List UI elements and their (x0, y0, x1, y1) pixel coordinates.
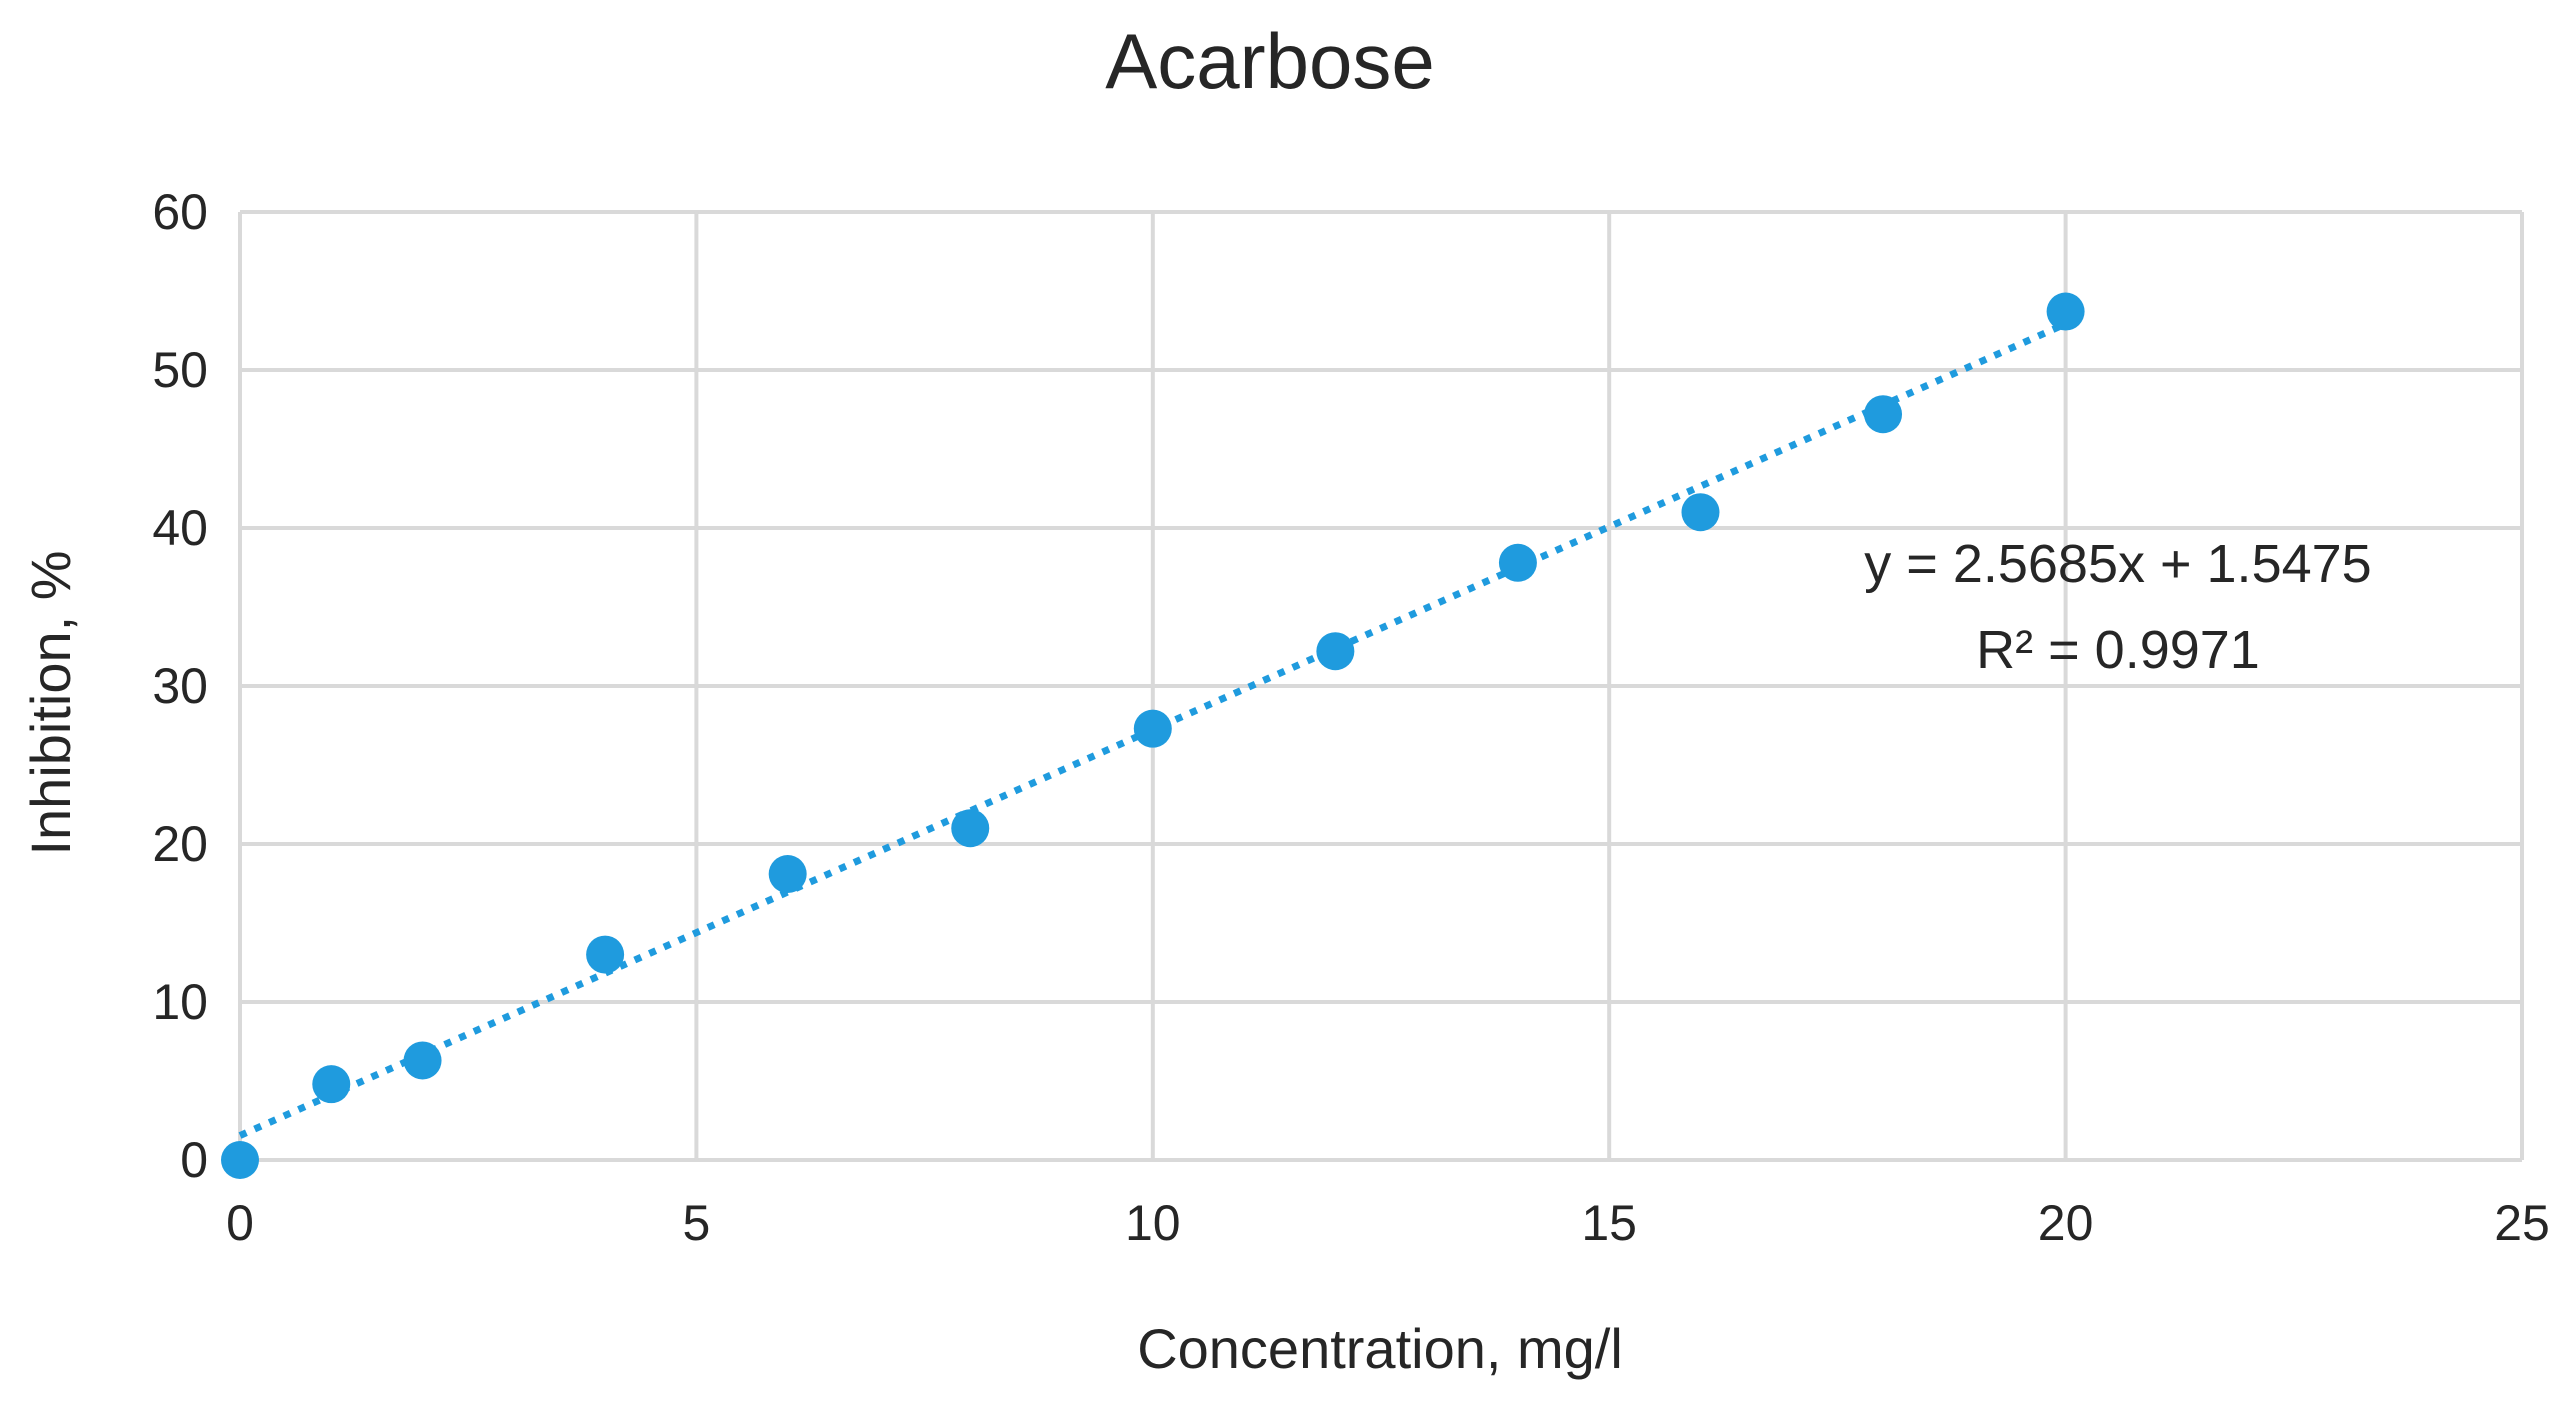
x-axis-title: Concentration, mg/l (1137, 1317, 1623, 1380)
x-tick-label: 20 (2038, 1195, 2094, 1251)
data-point (951, 809, 990, 848)
y-tick-label: 60 (152, 184, 208, 240)
data-point (586, 935, 625, 974)
data-point (1681, 493, 1720, 532)
data-point (1133, 709, 1172, 748)
axis-labels: 0 10 20 30 40 50 60 0 5 10 15 20 25 (152, 184, 2549, 1251)
x-tick-label: 0 (226, 1195, 254, 1251)
y-axis-title: Inhibition, % (19, 550, 82, 855)
data-point (221, 1141, 259, 1179)
grid (238, 210, 2524, 1162)
data-point (1864, 395, 1903, 434)
x-tick-label: 5 (682, 1195, 710, 1251)
data-points (221, 292, 2085, 1179)
data-point (768, 855, 807, 894)
chart-title: Acarbose (1105, 17, 1435, 105)
trendline-equation: y = 2.5685x + 1.5475 (1864, 534, 2371, 594)
data-point (312, 1065, 351, 1104)
y-tick-label: 0 (180, 1132, 208, 1188)
y-tick-label: 20 (152, 816, 208, 872)
y-tick-label: 30 (152, 658, 208, 714)
x-tick-label: 25 (2494, 1195, 2550, 1251)
x-tick-label: 15 (1581, 1195, 1637, 1251)
data-point (1316, 632, 1355, 671)
data-point (403, 1041, 442, 1080)
trendline-r2: R² = 0.9971 (1976, 620, 2260, 680)
y-tick-label: 50 (152, 342, 208, 398)
y-tick-label: 10 (152, 974, 208, 1030)
x-tick-label: 10 (1125, 1195, 1181, 1251)
data-point (1498, 543, 1537, 582)
y-tick-label: 40 (152, 500, 208, 556)
data-point (2046, 292, 2085, 331)
